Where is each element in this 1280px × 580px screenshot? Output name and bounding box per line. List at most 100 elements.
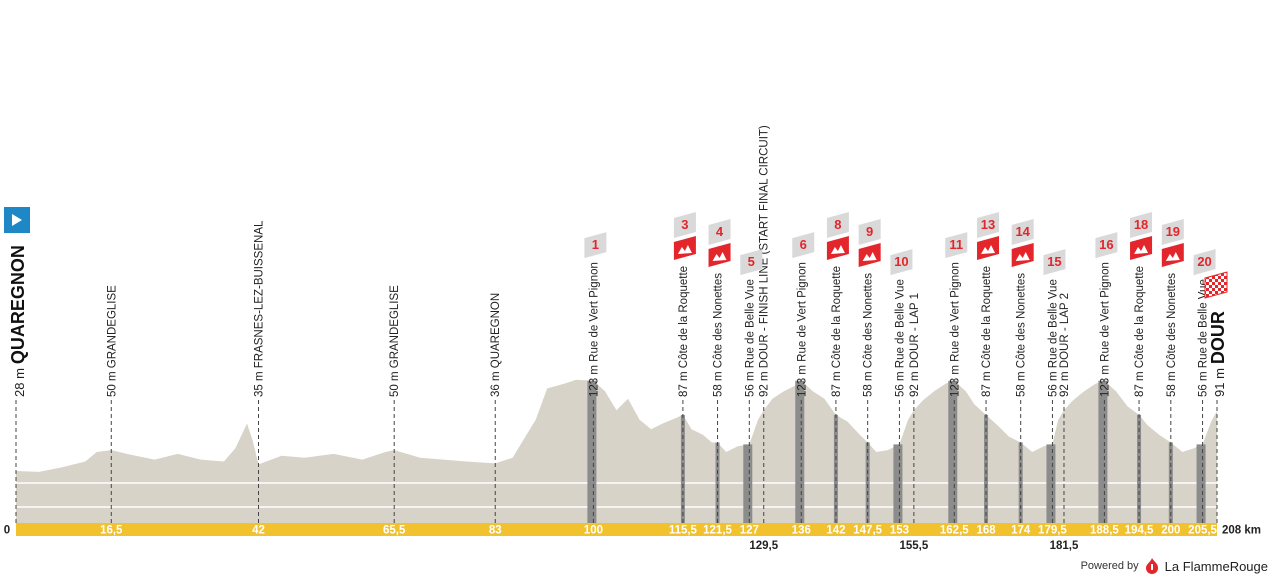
sector-band (715, 442, 720, 523)
waypoint-label: 50 m GRANDEGLISE (389, 285, 401, 397)
marker-flag (740, 249, 763, 276)
km-tick-label: 100 (584, 525, 603, 537)
marker-number: 19 (1166, 224, 1180, 239)
sector-band (865, 442, 870, 523)
km-tick-label: 155,5 (899, 540, 928, 552)
sector-band (1018, 442, 1023, 523)
km-tick-label: 188,5 (1090, 525, 1119, 537)
brand-name: La FlammeRouge (1164, 558, 1268, 574)
start-alt: 28 m (12, 368, 27, 397)
marker-flag (858, 218, 881, 245)
km-tick-label: 162,5 (940, 525, 969, 537)
sector-band (1046, 444, 1056, 523)
marker-flag (945, 232, 968, 259)
waypoint-label: 123 m Rue de Vert Pignon (588, 262, 600, 397)
waypoint-label: 92 m DOUR - FINISH LINE (START FINAL CIR… (759, 125, 771, 397)
waypoint-label: 56 m Rue de Belle Vue (1198, 279, 1210, 397)
finish-flag (1204, 271, 1228, 299)
sector-band (984, 414, 989, 523)
sector-band (680, 414, 685, 523)
mountain-icon (981, 244, 996, 254)
waypoint-label: 123 m Rue de Vert Pignon (949, 262, 961, 397)
km-tick-label: 142 (826, 525, 845, 537)
start-town: QUAREGNON (8, 245, 28, 364)
powered-by-text: Powered by (1080, 560, 1139, 572)
km-tick-label: 181,5 (1050, 540, 1079, 552)
marker-flag (584, 232, 607, 259)
climb-flag (708, 242, 731, 267)
mountain-icon (677, 244, 692, 254)
marker-number: 3 (681, 217, 688, 232)
km-tick-label: 205,5 (1188, 525, 1217, 537)
finish-town: DOUR (1208, 311, 1228, 364)
waypoint-label: 87 m Côte de la Roquette (678, 266, 690, 397)
total-distance-label: 208 km (1222, 525, 1261, 537)
waypoint-label: 92 m DOUR - LAP 1 (909, 293, 921, 397)
marker-number: 18 (1134, 217, 1148, 232)
marker-number: 11 (949, 237, 963, 252)
waypoint-label: 50 m GRANDEGLISE (106, 285, 118, 397)
mountain-icon (1134, 244, 1149, 254)
waypoint-label: 58 m Côte des Nonettes (863, 273, 875, 397)
km-tick-label: 16,5 (100, 525, 123, 537)
marker-number: 14 (1015, 224, 1030, 239)
marker-number: 15 (1047, 254, 1061, 269)
sector-band (795, 380, 805, 523)
mountain-icon (1165, 251, 1180, 261)
marker-flag (890, 249, 913, 276)
climb-flag (977, 235, 1000, 260)
marker-flag (1095, 232, 1118, 259)
finish-label: 91 m DOUR (1208, 311, 1228, 397)
marker-flag (708, 218, 731, 245)
elevation-area (16, 379, 1217, 523)
climb-flag (673, 235, 696, 260)
climb-flag (826, 235, 849, 260)
waypoint-label: 123 m Rue de Vert Pignon (796, 262, 808, 397)
climb-flag (1130, 235, 1153, 260)
marker-number: 5 (748, 254, 755, 269)
sector-band (1098, 380, 1108, 523)
waypoint-label: 56 m Rue de Belle Vue (744, 279, 756, 397)
waypoint-label: 87 m Côte de la Roquette (981, 266, 993, 397)
climb-flag (1161, 242, 1184, 267)
waypoint-label: 92 m DOUR - LAP 2 (1059, 293, 1071, 397)
sector-band (1168, 442, 1173, 523)
mountain-icon (830, 244, 845, 254)
flame-icon (1145, 558, 1158, 574)
waypoint-label: 87 m Côte de la Roquette (831, 266, 843, 397)
waypoint-label: 56 m Rue de Belle Vue (1047, 279, 1059, 397)
km-tick-label: 194,5 (1125, 525, 1154, 537)
marker-number: 6 (800, 237, 807, 252)
sector-band (948, 380, 958, 523)
km-tick-label: 42 (252, 525, 265, 537)
waypoint-label: 58 m Côte des Nonettes (713, 273, 725, 397)
km-bar (16, 523, 1217, 536)
marker-number: 4 (716, 224, 724, 239)
marker-flag (1193, 249, 1216, 276)
km-tick-label: 136 (792, 525, 811, 537)
waypoint-label: 35 m FRASNES-LEZ-BUISSENAL (254, 220, 266, 397)
km-tick-label: 147,5 (853, 525, 882, 537)
km-tick-label: 115,5 (669, 525, 698, 537)
waypoint-label: 36 m QUAREGNON (490, 293, 502, 397)
km-tick-label: 174 (1011, 525, 1031, 537)
sector-band (1196, 444, 1206, 523)
mountain-icon (1015, 251, 1030, 261)
sector-band (587, 380, 597, 523)
sector-band (743, 444, 753, 523)
km-tick-label: 200 (1161, 525, 1180, 537)
km-tick-label: 65,5 (383, 525, 406, 537)
km-tick-label: 129,5 (749, 540, 778, 552)
waypoint-label: 56 m Rue de Belle Vue (894, 279, 906, 397)
climb-flag (1011, 242, 1034, 267)
marker-flag (1043, 249, 1066, 276)
mountain-icon (862, 251, 877, 261)
climb-flag (858, 242, 881, 267)
marker-flag (1161, 218, 1184, 245)
footer: Powered by La FlammeRouge (1081, 558, 1268, 574)
marker-number: 9 (866, 224, 873, 239)
sector-band (833, 414, 838, 523)
marker-flag (826, 211, 849, 238)
km-tick-label: 83 (489, 525, 502, 537)
